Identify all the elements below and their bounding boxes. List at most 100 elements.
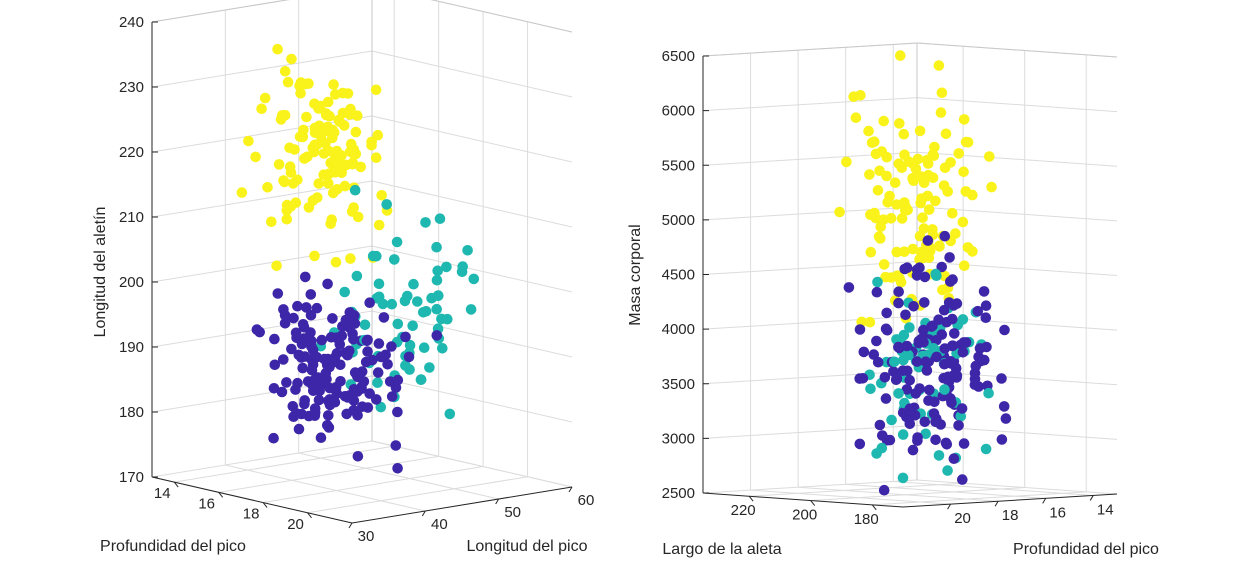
right-point-cluster-1 [871,335,882,347]
right-point-cluster-3 [907,243,919,255]
right-point-cluster-1 [911,356,923,367]
left-point-cluster-2 [373,291,385,303]
right-point-cluster-1 [947,274,958,285]
left-point-cluster-2 [372,377,383,389]
left-point-cluster-3 [329,152,341,164]
left-point-cluster-3 [318,169,330,180]
left-point-cluster-2 [408,278,419,290]
right-point-cluster-3 [870,148,882,160]
left-point-cluster-3 [279,66,291,77]
right-point-cluster-3 [878,259,890,270]
right-point-cluster-1 [878,484,890,496]
right-z-tick-label: 4500 [662,267,695,284]
left-axes: 20 18 16 14 30 40 50 60 170 180 190 200 210 220 230 240 [119,14,594,545]
right-x-tick-label: 180 [854,511,879,528]
left-z-tick-label: 220 [119,144,144,161]
left-point-cluster-3 [322,96,334,108]
left-point-cluster-1 [360,356,372,368]
left-point-cluster-3 [313,103,324,114]
left-point-cluster-2 [404,364,415,375]
left-point-cluster-1 [364,297,376,309]
left-point-cluster-3 [301,111,312,123]
left-point-cluster-1 [386,341,397,352]
right-z-axis-label: Masa corporal [627,224,644,325]
right-point-cluster-1 [947,313,958,325]
left-y-tick-label: 40 [431,516,448,533]
left-point-cluster-3 [325,218,337,229]
right-point-cluster-1 [903,405,915,417]
right-point-cluster-2 [933,450,945,461]
left-point-cluster-3 [350,126,362,138]
left-y-tick-label: 50 [504,504,521,521]
left-point-cluster-2 [412,296,423,307]
left-point-cluster-2 [434,213,446,224]
right-point-cluster-1 [920,356,931,368]
left-points [236,43,480,474]
left-point-cluster-3 [321,109,332,121]
left-point-cluster-3 [323,178,334,189]
left-wall-gridline [371,310,573,358]
right-point-cluster-1 [970,360,982,372]
left-point-cluster-3 [366,139,377,151]
left-point-cluster-3 [347,157,359,169]
left-z-tick-label: 240 [119,14,144,31]
right-point-cluster-1 [881,307,892,319]
right-point-cluster-1 [902,365,913,377]
left-point-cluster-3 [345,103,356,115]
left-y-tick-label: 30 [358,528,375,545]
left-back-edge [151,0,290,23]
right-point-cluster-3 [891,246,903,258]
left-point-cluster-2 [349,184,361,196]
left-point-cluster-1 [373,338,385,349]
left-grid [151,0,573,524]
right-point-cluster-1 [907,444,919,456]
left-y-tick-label: 60 [578,492,595,509]
right-y-tick-label: 14 [1097,501,1114,518]
right-point-cluster-3 [915,246,927,258]
right-back-edge [916,42,1118,58]
left-point-cluster-2 [381,199,393,210]
right-x-tick-label: 220 [731,502,756,519]
left-point-cluster-1 [403,351,415,363]
right-point-cluster-3 [958,114,970,125]
right-point-cluster-1 [946,397,957,409]
right-point-cluster-3 [865,209,876,220]
left-point-cluster-1 [322,420,333,431]
left-point-cluster-1 [349,367,361,378]
right-z-tick-label: 2500 [662,485,695,502]
left-point-cluster-3 [327,132,338,144]
left-point-cluster-1 [311,302,323,314]
right-point-cluster-3 [889,177,901,188]
left-wall-gridline [371,180,573,228]
left-point-cluster-2 [444,408,456,420]
right-x-axis-line [702,492,904,508]
left-point-cluster-1 [293,349,305,361]
right-point-cluster-1 [996,434,1008,445]
left-point-cluster-3 [376,190,388,201]
right-x-tick [748,495,754,502]
right-point-cluster-1 [957,474,968,485]
left-point-cluster-1 [272,288,284,299]
left-point-cluster-1 [279,318,291,329]
right-point-cluster-3 [848,91,859,102]
right-point-cluster-2 [898,354,909,366]
left-point-cluster-2 [373,278,385,290]
left-point-cluster-2 [468,273,480,285]
left-point-cluster-2 [462,245,473,256]
right-point-cluster-1 [872,356,884,368]
left-point-cluster-3 [370,84,382,96]
left-y-axis-label: Longitud del pico [467,538,588,555]
left-point-cluster-1 [362,402,374,413]
left-point-cluster-2 [392,318,404,330]
left-point-cluster-3 [266,216,277,228]
right-point-cluster-3 [928,150,940,161]
right-point-cluster-3 [894,272,905,284]
right-point-cluster-1 [944,252,955,263]
right-point-cluster-2 [876,442,888,454]
left-point-cluster-3 [373,219,385,231]
right-point-cluster-1 [884,434,896,446]
right-point-cluster-3 [878,214,889,225]
right-point-cluster-1 [918,324,929,336]
left-point-cluster-3 [348,202,360,213]
left-point-cluster-3 [259,92,271,104]
